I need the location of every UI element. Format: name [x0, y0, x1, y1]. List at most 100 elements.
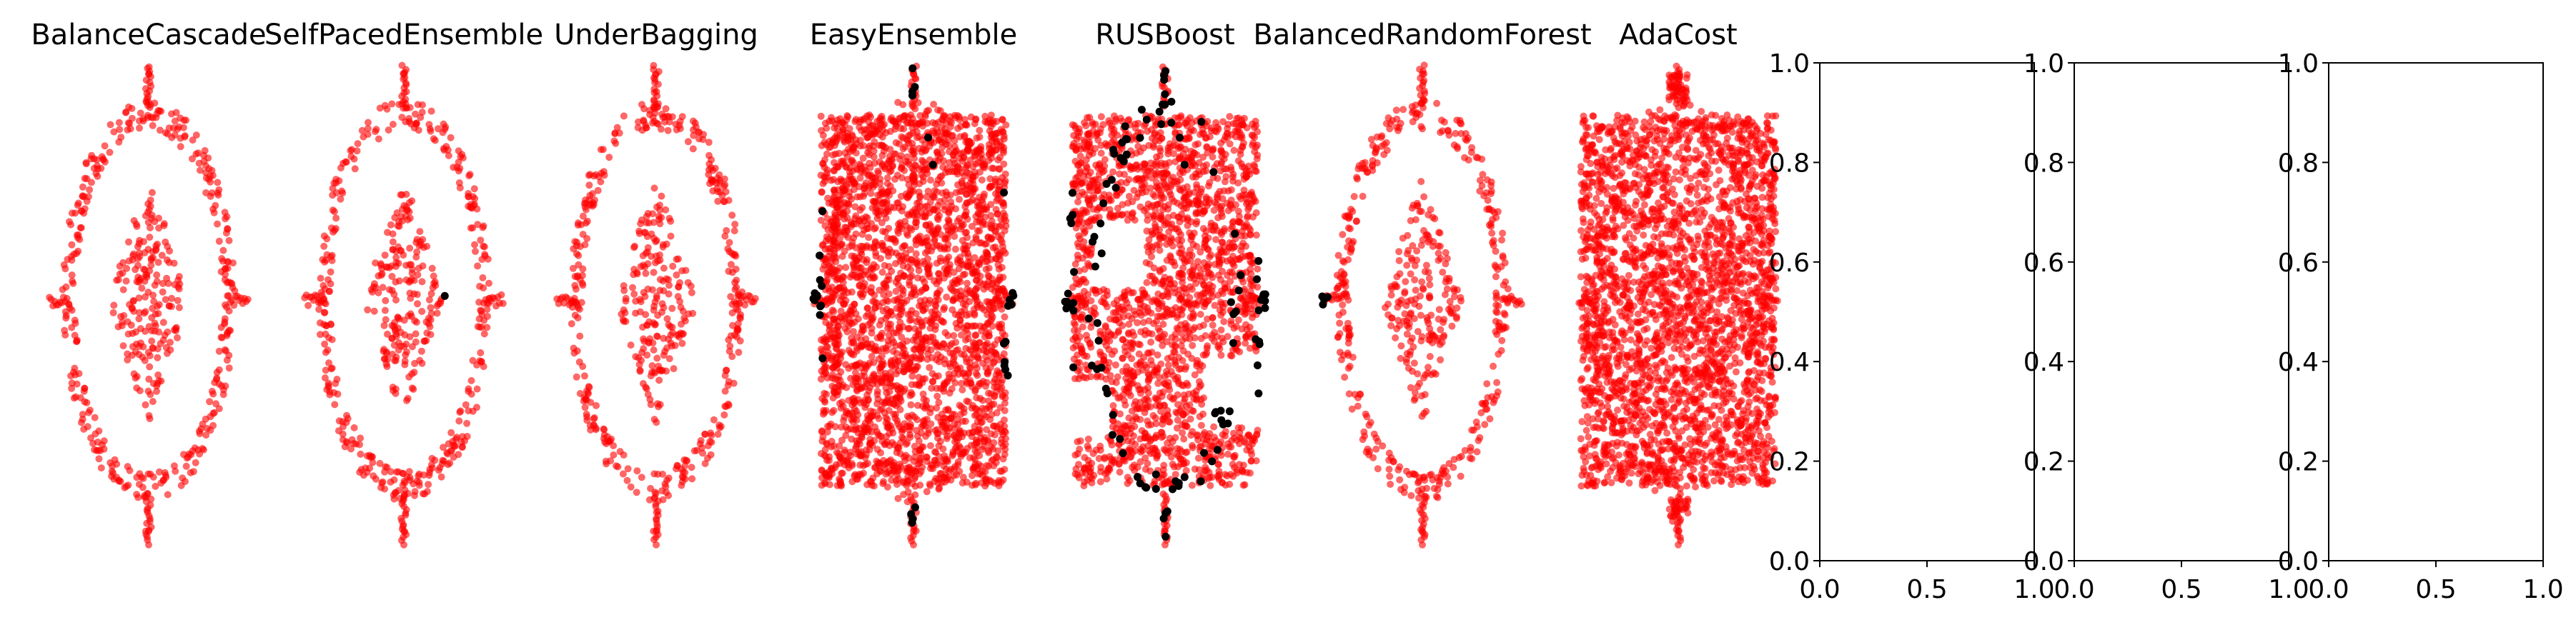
scatter-point	[889, 187, 897, 195]
scatter-point	[956, 116, 963, 124]
scatter-point	[206, 398, 214, 406]
scatter-point	[71, 331, 79, 339]
scatter-point	[378, 265, 386, 273]
scatter-point	[162, 296, 169, 304]
scatter-point	[971, 153, 979, 160]
scatter-point	[400, 541, 407, 549]
scatter-point	[838, 436, 846, 444]
scatter-point	[327, 365, 335, 373]
scatter-point	[833, 136, 841, 144]
scatter-point	[388, 334, 396, 342]
scatter-point	[370, 307, 378, 315]
scatter-point	[640, 345, 648, 353]
scatter-point	[948, 132, 956, 140]
scatter-point	[401, 357, 409, 365]
scatter-point	[982, 240, 990, 248]
scatter-point	[347, 445, 355, 453]
scatter-point	[147, 196, 154, 204]
scatter-point	[681, 317, 689, 325]
scatter-point	[877, 316, 885, 324]
scatter-point	[425, 121, 433, 129]
scatter-point	[390, 291, 398, 299]
scatter-point	[164, 328, 172, 336]
scatter-point	[419, 101, 426, 109]
scatter-point	[883, 483, 891, 491]
scatter-point	[159, 288, 167, 296]
scatter-point	[342, 159, 350, 166]
scatter-point	[867, 189, 875, 197]
scatter-point	[381, 101, 389, 109]
misclassified-point	[818, 354, 827, 363]
scatter-point	[410, 290, 418, 298]
scatter-point	[391, 319, 398, 326]
scatter-point	[393, 209, 401, 216]
scatter-point	[876, 286, 883, 294]
scatter-point	[638, 101, 645, 109]
scatter-point	[428, 264, 436, 272]
scatter-point	[947, 466, 955, 474]
scatter-point	[896, 423, 903, 431]
scatter-point	[364, 125, 372, 132]
scatter-point	[656, 286, 664, 294]
scatter-point	[851, 374, 858, 382]
scatter-point	[392, 354, 400, 361]
scatter-point	[135, 481, 143, 488]
scatter-point	[734, 306, 742, 314]
scatter-point	[1103, 475, 1111, 483]
scatter-point	[675, 283, 683, 291]
scatter-point	[850, 394, 858, 402]
scatter-point	[665, 118, 673, 126]
scatter-point	[166, 247, 174, 255]
scatter-point	[982, 475, 990, 483]
scatter-point	[684, 138, 692, 146]
scatter-point	[910, 541, 917, 549]
scatter-point	[972, 285, 980, 293]
scatter-point	[656, 366, 664, 374]
scatter-point	[405, 468, 413, 476]
scatter-point	[364, 306, 372, 314]
scatter-point	[145, 70, 152, 78]
scatter-point	[896, 341, 904, 349]
scatter-point	[363, 469, 371, 476]
scatter-point	[158, 251, 166, 259]
scatter-point	[639, 252, 647, 259]
scatter-point	[838, 119, 846, 126]
scatter-point	[1000, 160, 1008, 168]
scatter-point	[174, 334, 181, 341]
scatter-point	[976, 133, 984, 141]
scatter-point	[1109, 402, 1117, 409]
scatter-point	[665, 290, 673, 298]
scatter-point	[589, 190, 596, 198]
scatter-point	[912, 223, 920, 231]
scatter-point	[884, 249, 892, 256]
scatter-point	[862, 213, 870, 221]
scatter-point	[91, 414, 99, 421]
scatter-point	[74, 201, 81, 209]
scatter-point	[108, 472, 115, 480]
scatter-point	[145, 541, 152, 549]
scatter-point	[382, 296, 390, 304]
scatter-point	[332, 214, 340, 222]
scatter-point	[177, 143, 184, 151]
scatter-point	[900, 363, 908, 371]
scatter-point	[385, 126, 392, 134]
scatter-point	[364, 131, 372, 139]
scatter-point	[146, 363, 154, 371]
scatter-point	[133, 474, 141, 481]
scatter-point	[971, 361, 979, 369]
scatter-point	[935, 485, 943, 493]
scatter-point	[735, 349, 743, 356]
scatter-point	[856, 342, 863, 350]
scatter-point	[1097, 113, 1105, 121]
scatter-point	[1180, 435, 1188, 443]
subplot-title: RUSBoost	[1095, 19, 1234, 51]
scatter-point	[223, 330, 231, 338]
scatter-point	[581, 241, 589, 249]
scatter-point	[655, 403, 663, 411]
scatter-point	[726, 342, 734, 350]
scatter-point	[974, 301, 981, 309]
scatter-point	[1001, 313, 1009, 321]
scatter-point	[372, 284, 380, 291]
scatter-point	[856, 282, 863, 290]
scatter-point	[416, 228, 424, 236]
